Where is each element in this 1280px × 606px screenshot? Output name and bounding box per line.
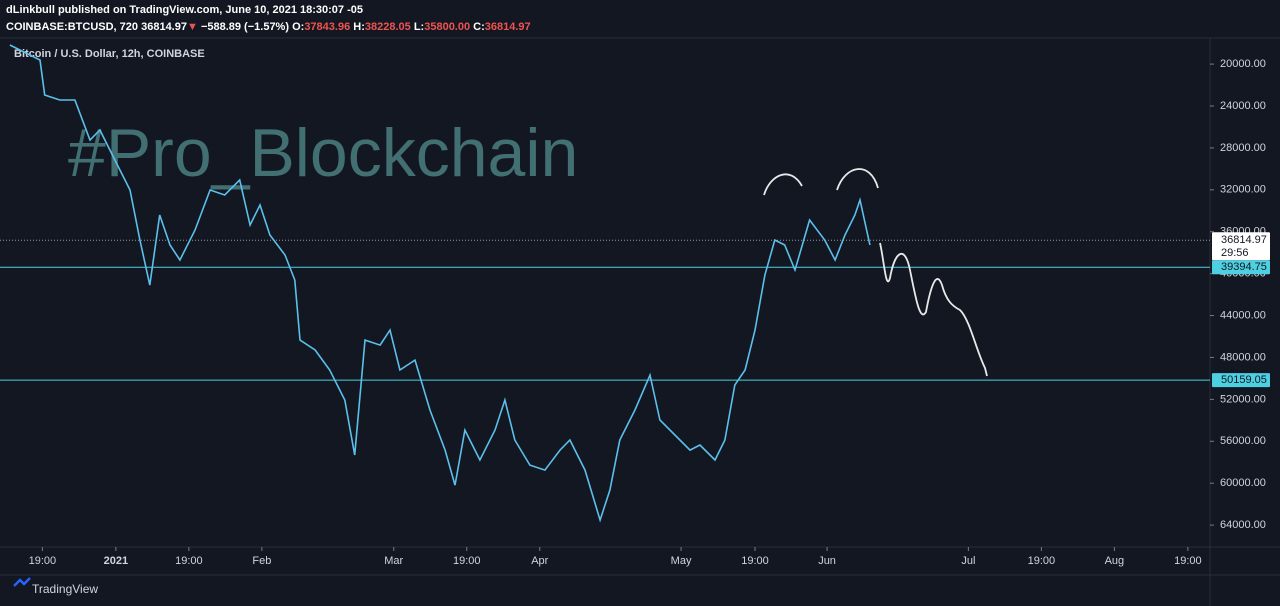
last-price-label: 36814.97 [1221,234,1267,246]
x-tick-label: 19:00 [453,555,481,567]
x-tick-label: Jul [961,555,975,567]
drawing [836,168,879,191]
x-tick-label: Mar [384,555,403,567]
y-tick-label: 20000.00 [1220,58,1266,70]
x-tick-label: 19:00 [1174,555,1202,567]
level-box [1212,260,1270,275]
x-tick-label: Feb [252,555,271,567]
x-tick-label: Apr [531,555,548,567]
y-tick-label: 32000.00 [1220,184,1266,196]
y-tick-label: 48000.00 [1220,351,1266,363]
quote-line: COINBASE:BTCUSD, 720 36814.97▼ −588.89 (… [6,21,531,33]
symbol: COINBASE:BTCUSD, 720 [6,21,138,33]
close: 36814.97 [485,21,531,33]
x-tick-label: 19:00 [29,555,57,567]
x-tick-label: Jun [818,555,836,567]
low: 35800.00 [424,21,470,33]
y-tick-label: 24000.00 [1220,100,1266,112]
x-tick-label: 19:00 [1028,555,1056,567]
arrow: ▼ [187,21,198,33]
annotations [763,168,988,377]
drawing [879,242,988,377]
level-box [1212,373,1270,388]
y-tick-label: 64000.00 [1220,519,1266,531]
x-tick-label: 2021 [104,555,128,567]
y-tick-label: 28000.00 [1220,142,1266,154]
last: 36814.97 [141,21,187,33]
x-tick-label: May [671,555,692,567]
l-label: L: [414,21,424,33]
price-line [9,44,871,523]
y-tick-label: 44000.00 [1220,309,1266,321]
y-tick-label: 52000.00 [1220,393,1266,405]
plot [0,44,1210,523]
c-label: C: [473,21,485,33]
publisher-text: dLinkbull published on TradingView.com, … [6,4,363,16]
open: 37843.96 [304,21,350,33]
publisher: dLinkbull published on TradingView.com, … [6,4,363,16]
y-tick-label: 56000.00 [1220,435,1266,447]
logo [13,577,31,587]
change: −588.89 (−1.57%) [201,21,289,33]
drawing [763,173,803,196]
level-label: 50159.05 [1221,374,1267,386]
level-label: 39394.75 [1221,261,1267,273]
last-price-box [1212,232,1270,261]
h-label: H: [353,21,365,33]
y-tick-label: 60000.00 [1220,477,1266,489]
x-tick-label: Aug [1105,555,1125,567]
footer: TradingView [32,582,98,596]
x-tick-label: 19:00 [741,555,769,567]
x-tick-label: 19:00 [175,555,203,567]
o-label: O: [292,21,304,33]
high: 38228.05 [365,21,411,33]
legend-title: Bitcoin / U.S. Dollar, 12h, COINBASE [14,48,205,60]
countdown: 29:56 [1221,247,1249,259]
watermark: #Pro_Blockchain [68,115,578,191]
